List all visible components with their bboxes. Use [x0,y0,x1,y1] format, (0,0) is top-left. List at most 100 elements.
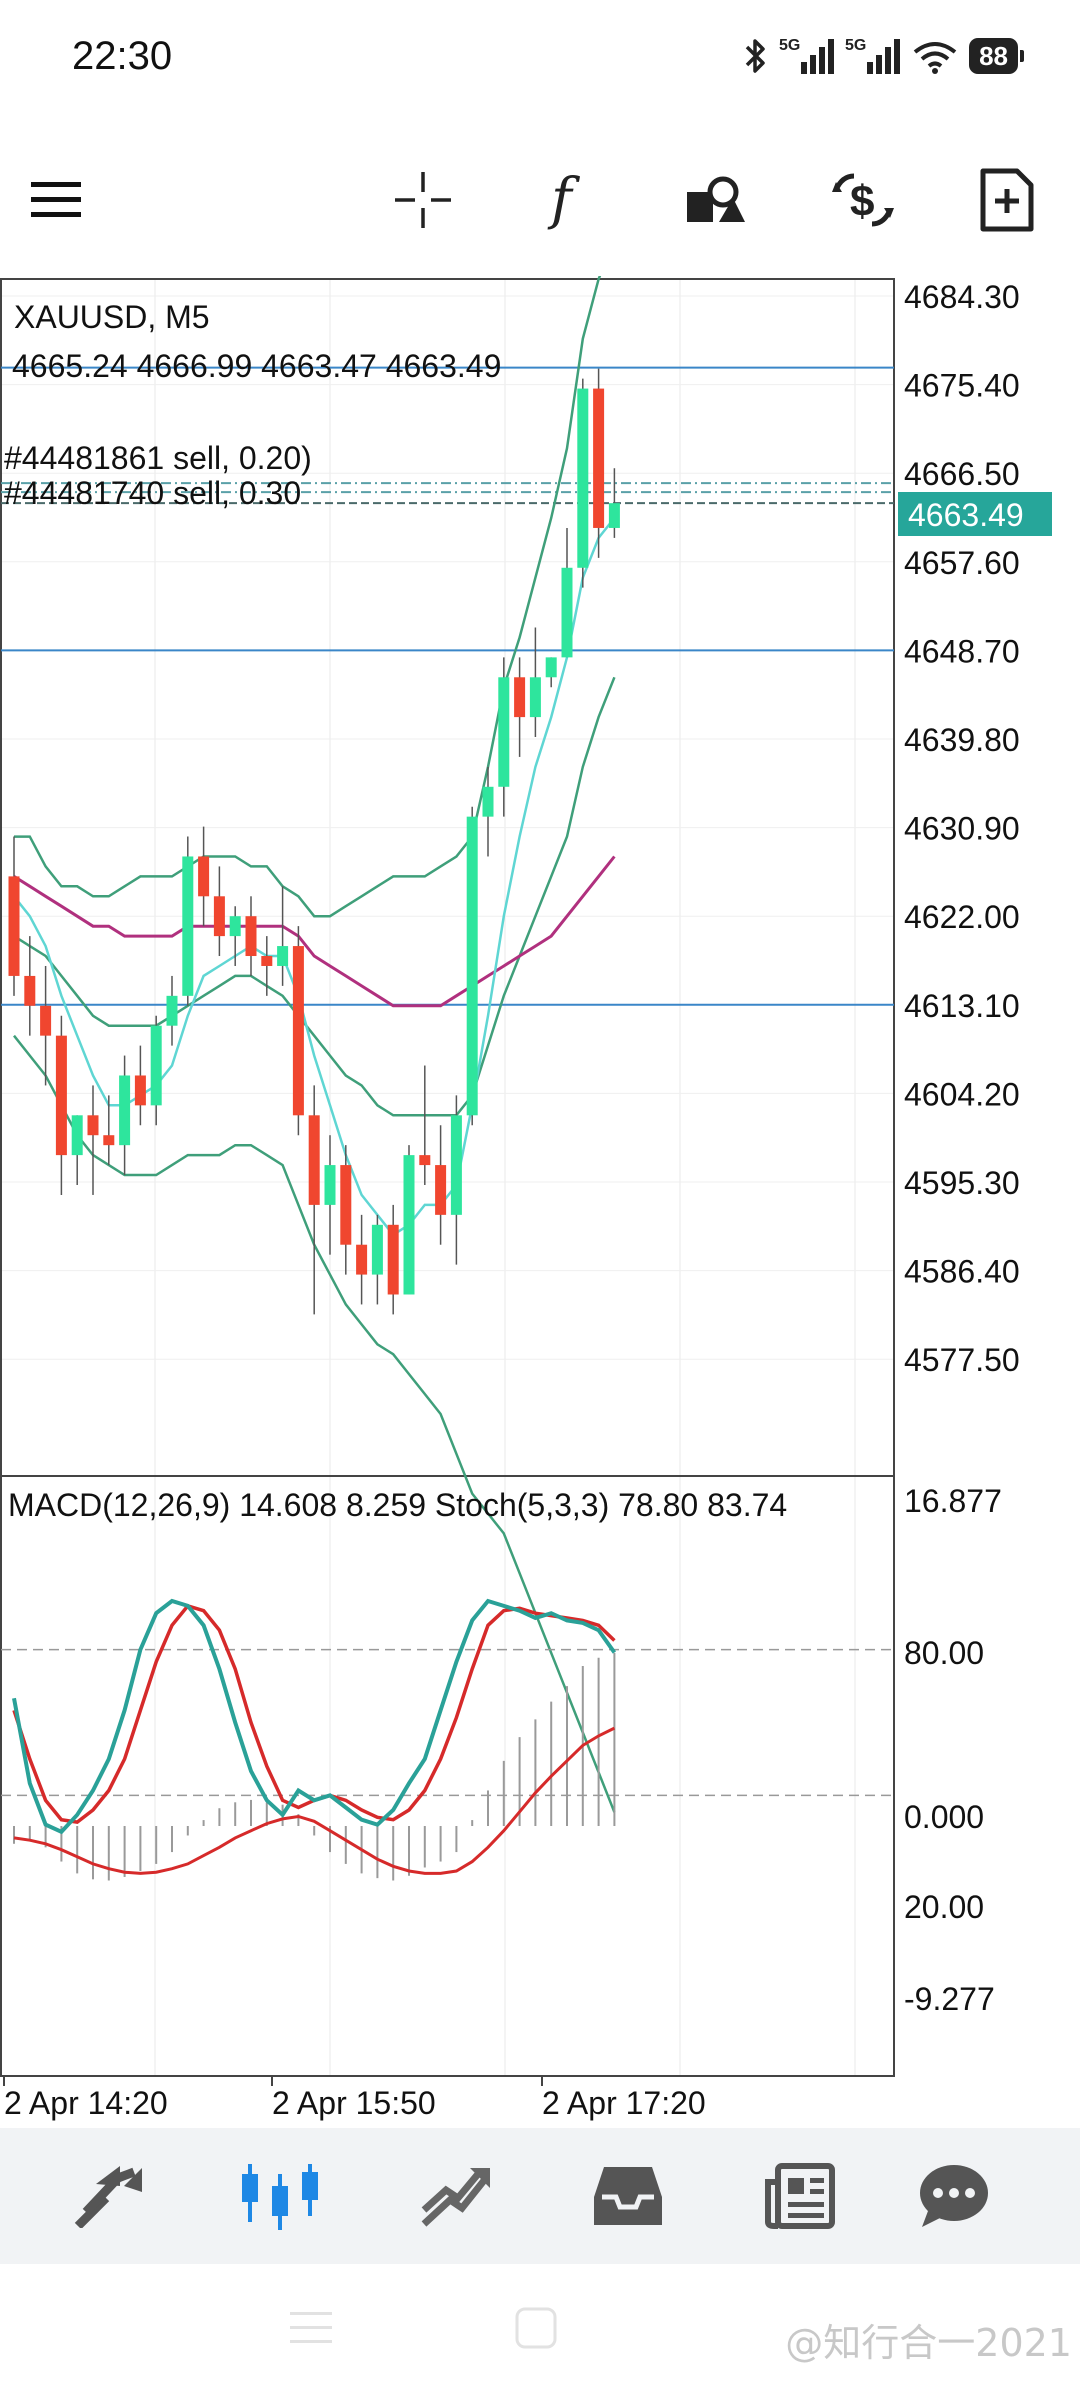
candle-bull [119,1075,131,1146]
candle-bear [24,975,36,1006]
nav-quotes[interactable] [38,2128,178,2264]
candle-bull [529,677,541,718]
watermark: @知行合一2021 [785,2321,1072,2365]
price-tick-label: 4577.50 [904,1342,1020,1378]
signal-2-label: 5G [845,37,866,54]
menu-button[interactable] [2,140,112,260]
system-menu-icon[interactable] [288,2308,334,2348]
candles [8,368,620,1315]
signal-1-label: 5G [779,37,800,54]
chart-toolbar: f $ [0,140,1080,260]
nav-history[interactable] [558,2128,698,2264]
candle-bear [292,946,304,1116]
time-axis: 2 Apr 14:20 2 Apr 15:50 2 Apr 17:20 [3,2076,706,2121]
news-icon [765,2163,835,2229]
indicator-tick-label: 20.00 [904,1889,984,1925]
indicator-tick-label: 0.000 [904,1799,984,1835]
menu-icon [31,182,81,217]
history-icon [594,2167,662,2225]
status-bar: 22:30 5G 5G 88 [0,0,1080,120]
objects-button[interactable] [660,140,770,260]
chart-grid [1,279,894,2076]
candle-bear [514,677,526,718]
price-tick-label: 4648.70 [904,633,1020,669]
price-tick-label: 4613.10 [904,988,1020,1024]
candle-bear [87,1115,99,1136]
price-tick-label: 4684.30 [904,279,1020,315]
battery-level: 88 [969,38,1018,74]
time-tick-label: 2 Apr 17:20 [542,2085,706,2121]
candle-bull [482,786,494,817]
candle-bear [593,388,605,528]
candle-bear [213,896,225,937]
candle-bear [8,876,20,976]
candle-bear [134,1075,146,1106]
candle-bull [545,657,557,678]
candle-bear [198,856,210,897]
order-label[interactable]: #44481740 sell, 0.30 [4,475,301,511]
nav-trade[interactable] [386,2128,526,2264]
candle-bear [40,1005,52,1036]
candle-bear [356,1244,368,1275]
time-tick-label: 2 Apr 14:20 [4,2085,168,2121]
trade-icon [421,2168,490,2227]
bollinger-upper-line [14,276,602,918]
candle-bear [308,1115,320,1205]
candle-bull [150,1025,162,1106]
objects-icon [687,176,745,222]
status-time: 22:30 [72,34,173,78]
candle-bear [340,1165,352,1245]
templates-icon [980,168,1034,232]
indicators-button[interactable]: f [512,140,622,260]
price-tick-label: 4586.40 [904,1254,1020,1290]
ohlc-label: 4665.24 4666.99 4663.47 4663.49 [12,348,501,384]
system-nav-bar: @知行合一2021 [0,2264,1080,2400]
current-price-tag: 4663.49 [898,492,1052,536]
system-home-icon[interactable] [514,2306,558,2350]
current-price: 4663.49 [908,497,1024,533]
candle-bull [403,1155,415,1295]
candle-bull [608,503,620,528]
stoch-signal-line [12,1603,616,1824]
current-price-bg [898,492,1052,536]
price-tick-label: 4657.60 [904,545,1020,581]
bottom-nav [0,2128,1080,2264]
candle-bear [103,1135,115,1146]
signal-5g-icon: 5G [779,37,835,74]
candle-bear [245,916,257,957]
templates-button[interactable] [952,140,1062,260]
candle-bull [277,946,289,966]
ma-slow-line [13,855,616,1008]
candle-bear [387,1224,399,1295]
nav-messages[interactable] [884,2128,1024,2264]
new-order-icon: $ [832,173,894,227]
bluetooth-icon [745,39,765,73]
signal-5g-icon: 5G [845,37,901,74]
candle-bull [229,916,241,937]
indicator-tick-label: -9.277 [904,1981,995,2017]
price-tick-label: 4675.40 [904,368,1020,404]
indicators-icon: f [547,168,581,232]
candle-bull [577,388,589,568]
ma-fast-line [13,517,616,1237]
battery-icon: 88 [969,38,1024,74]
chart-frame [0,278,895,2077]
trade-button[interactable]: $ [808,140,918,260]
indicators-glyph: f [547,168,581,232]
order-label[interactable]: #44481861 sell, 0.20) [4,440,312,476]
crosshair-icon [395,172,451,228]
symbol-label: XAUUSD, M5 [14,299,210,335]
chart-area[interactable]: XAUUSD, M5 4665.24 4666.99 4663.47 4663.… [0,276,1080,2128]
crosshair-button[interactable] [368,140,478,260]
candle-bull [498,677,510,787]
chart-icon [242,2164,318,2230]
stoch-main-line [12,1598,617,1835]
wifi-icon [913,42,957,74]
nav-chart[interactable] [210,2128,350,2264]
candle-bull [371,1224,383,1275]
nav-news[interactable] [730,2128,870,2264]
candle-bull [166,995,178,1026]
macd-stoch-window [1,1598,894,1881]
price-axis: 4684.30 4675.40 4666.50 4657.60 4648.70 4639.… [904,279,1020,1378]
candle-bear [261,956,273,966]
